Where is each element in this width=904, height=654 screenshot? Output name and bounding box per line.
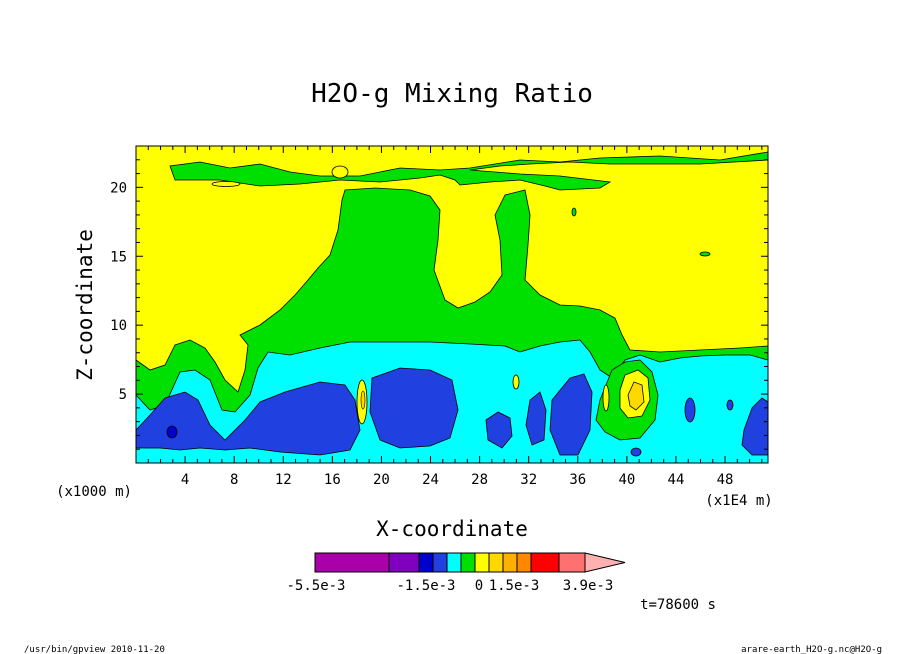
x-tick-label: 44 [668,472,685,488]
y-tick-label: 10 [110,318,127,334]
blue-core-mid [485,411,513,449]
navy-spot [166,425,178,439]
time-label: t=78600 s [640,597,716,613]
colorbar-swatch [460,552,476,573]
colorbar-arrow [584,552,626,573]
x-tick-label: 24 [422,472,439,488]
footer-right: arare-earth_H2O-g.nc@H2O-g [741,645,882,654]
orange-streak-1 [360,390,366,410]
colorbar-swatch [418,552,434,573]
y-tick-label: 15 [110,249,127,265]
blue-spot-2 [726,399,734,411]
colorbar-swatch [314,552,390,573]
blue-spot-1 [684,397,696,423]
blue-spot-3 [630,447,642,457]
colorbar-label: 3.9e-3 [563,578,614,594]
colorbar-label: -1.5e-3 [396,578,455,594]
x-tick-label: 8 [230,472,238,488]
x-axis-label: X-coordinate [376,517,528,541]
blue-core-right1 [525,391,547,446]
yellow-island-2 [211,181,241,187]
colorbar-label: 1.5e-3 [489,578,540,594]
yellow-island-1 [331,165,349,179]
orange-cell [627,381,645,411]
colorbar [314,552,626,573]
colorbar-swatch [388,552,420,573]
chart-title: H2O-g Mixing Ratio [311,79,593,109]
yellow-streak-2 [602,384,610,412]
x-tick-label: 12 [275,472,292,488]
yellow-streak-3 [512,374,520,390]
colorbar-labels: -5.5e-3 -1.5e-3 0 1.5e-3 3.9e-3 [286,578,613,594]
x-tick-label: 36 [569,472,586,488]
green-island-2 [571,207,577,217]
footer-left: /usr/bin/gpview 2010-11-20 [24,645,165,654]
x-unit-right: (x1E4 m) [705,493,772,509]
x-axis: 4 8 12 16 20 24 28 32 36 40 44 48 [147,146,763,488]
blue-core-far-right [741,397,768,456]
y-tick-label: 5 [119,387,127,403]
x-tick-label: 28 [471,472,488,488]
x-tick-label: 20 [373,472,390,488]
colorbar-swatch [558,552,586,573]
colorbar-swatch [474,552,490,573]
colorbar-swatch [432,552,448,573]
colorbar-swatch [530,552,560,573]
blue-core-right2 [549,373,593,456]
colorbar-swatch [502,552,518,573]
y-axis-label: Z-coordinate [73,229,97,381]
plot-frame [135,145,769,464]
x-tick-label: 4 [181,472,189,488]
x-tick-label: 32 [520,472,537,488]
colorbar-label: 0 [475,578,483,594]
blue-core-left [136,381,361,456]
x-unit-left: (x1000 m) [56,484,132,500]
colorbar-swatch [446,552,462,573]
colorbar-swatch [488,552,504,573]
contour-field [136,146,768,463]
y-tick-label: 20 [110,180,127,196]
upper-band-region [169,146,768,191]
y-axis: 5 10 15 20 [110,159,768,450]
colorbar-swatch [516,552,532,573]
x-tick-label: 40 [618,472,635,488]
x-tick-label: 48 [717,472,734,488]
x-tick-label: 16 [324,472,341,488]
blue-core-center [369,367,459,449]
colorbar-label: -5.5e-3 [286,578,345,594]
green-island-1 [699,251,711,257]
